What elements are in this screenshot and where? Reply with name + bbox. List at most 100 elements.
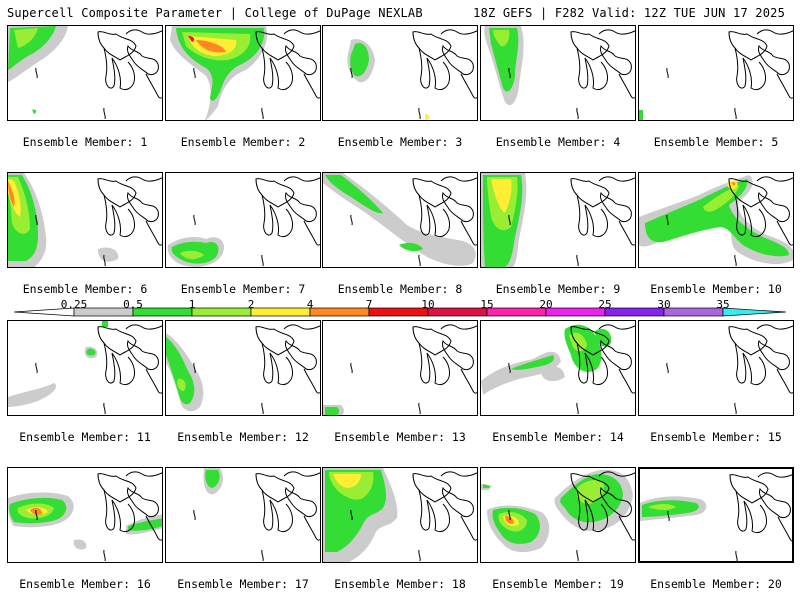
map-boundary [618,73,635,99]
contour-region [493,30,510,47]
map-boundary [125,471,162,477]
contour-region [14,28,38,48]
colorbar-max-arrow [722,307,787,317]
map-contours [193,468,320,562]
map-boundary [261,489,274,531]
map-boundary [734,402,737,415]
map-boundary [757,472,792,478]
map-boundary [742,352,766,386]
map-boundary [261,47,274,89]
map-boundary [735,550,738,561]
map-contours [481,469,635,562]
map-boundary [600,339,632,370]
map-boundary [442,339,474,370]
map-contours [481,173,635,267]
map-boundary [442,44,474,75]
map-boundary [508,214,511,226]
map-boundary [350,214,353,226]
map-contours [484,26,635,120]
map-contours [167,176,320,267]
map-boundary [576,549,579,562]
member-label: Ensemble Member: 12 [177,430,309,444]
map-boundary [193,362,196,374]
member-label: Ensemble Member: 5 [653,135,779,149]
valid-time: 18Z GEFS | F282 Valid: 12Z TUE JUN 17 20… [473,6,785,20]
map-boundary [269,57,293,91]
ensemble-member-map [480,172,636,268]
map-boundary [127,339,159,370]
map-boundary [269,352,293,386]
contour-region [8,181,15,207]
map-boundary [418,47,431,89]
ensemble-member-map [322,25,478,121]
map-boundary [261,342,274,384]
map-boundary [576,489,589,531]
map-boundary [508,362,511,374]
ensemble-member-map [638,320,794,416]
map-boundary [440,324,477,330]
contour-region [205,470,220,488]
map-boundary [350,509,353,521]
map-boundary [103,402,106,415]
colorbar-tick-label: 10 [421,298,435,311]
map-boundary [103,47,116,89]
map-boundary [283,324,320,330]
ensemble-member-map [480,25,636,121]
map-boundary [442,486,474,517]
map-boundary [584,499,608,533]
map-boundary [667,510,670,522]
ensemble-member-map [7,467,163,563]
color-scale-bar [13,307,787,317]
map-boundary [666,362,669,374]
map-boundary [742,204,766,238]
map-boundary [442,191,474,222]
map-boundary [742,57,766,91]
map-boundary [759,487,791,518]
map-boundary [193,214,196,226]
map-boundary [735,490,748,532]
map-boundary [618,515,635,541]
map-boundary [440,176,477,182]
map-boundary [460,73,477,99]
map-boundary [598,324,635,330]
colorbar-tick-label: 25 [598,298,612,311]
map-contours [639,175,793,267]
map-contours [323,468,477,562]
member-label: Ensemble Member: 14 [492,430,624,444]
contour-region [196,40,226,53]
map-boundary [35,67,38,79]
member-label: Ensemble Member: 15 [650,430,782,444]
colorbar-tick-label: 2 [247,298,255,311]
map-boundary [35,362,38,374]
map-boundary [618,220,635,246]
map-boundary [598,471,635,477]
chart-title: Supercell Composite Parameter | College … [7,6,423,20]
map-boundary [734,342,747,384]
member-label: Ensemble Member: 10 [650,282,782,296]
map-boundary [193,509,196,521]
map-boundary [777,516,792,542]
map-boundary [127,44,159,75]
map-boundary [103,489,116,531]
colorbar-segment [545,307,606,317]
map-boundary [756,29,793,35]
contour-region [333,474,361,488]
map-boundary [145,220,162,246]
map-boundary [111,499,135,533]
map-boundary [508,67,511,79]
map-boundary [125,29,162,35]
map-boundary [460,515,477,541]
map-boundary [576,254,579,267]
map-contours [323,173,477,267]
colorbar-tick-label: 15 [480,298,494,311]
map-boundary [103,342,116,384]
map-contours [8,173,162,267]
ensemble-member-map [7,172,163,268]
contour-region [325,175,423,252]
colorbar-tick-label: 4 [306,298,314,311]
map-boundary [111,204,135,238]
contour-region [102,321,108,327]
map-contours [8,321,162,415]
map-boundary [418,107,421,120]
map-boundary [111,352,135,386]
